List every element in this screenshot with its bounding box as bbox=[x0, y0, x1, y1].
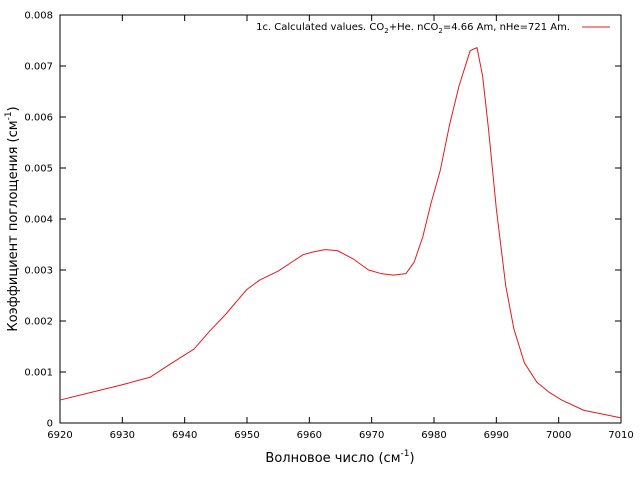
x-tick-label: 6970 bbox=[359, 430, 384, 441]
x-tick-label: 6940 bbox=[172, 430, 197, 441]
x-tick-label: 6990 bbox=[484, 430, 509, 441]
x-tick-label: 7000 bbox=[546, 430, 571, 441]
legend: 1c. Calculated values. CO2+He. nCO2=4.66… bbox=[256, 22, 610, 35]
series-line bbox=[59, 47, 622, 419]
y-tick-label: 0.006 bbox=[24, 113, 53, 124]
y-tick-label: 0.007 bbox=[24, 62, 53, 73]
y-tick-label: 0.005 bbox=[24, 164, 53, 175]
x-tick-label: 6980 bbox=[421, 430, 446, 441]
x-tick-label: 6960 bbox=[297, 430, 322, 441]
x-tick-label: 7010 bbox=[608, 430, 633, 441]
x-tick-label: 6920 bbox=[47, 430, 72, 441]
tick-labels: 6920 6930 6940 6950 6960 6970 6980 6990 7000 7010… bbox=[24, 11, 633, 442]
series-group bbox=[59, 47, 622, 419]
y-axis-label: Коэффициент поглощения (см-1) bbox=[4, 106, 21, 331]
y-tick-label: 0.002 bbox=[24, 317, 53, 328]
x-tick-label: 6950 bbox=[234, 430, 259, 441]
legend-label: 1c. Calculated values. CO2+He. nCO2=4.66… bbox=[256, 22, 570, 35]
x-axis-label: Волновое число (см-1) bbox=[265, 449, 414, 466]
y-tick-label: 0.004 bbox=[24, 215, 53, 226]
y-tick-label: 0.001 bbox=[24, 368, 53, 379]
plot-frame bbox=[59, 14, 622, 424]
axis-ticks bbox=[59, 14, 622, 424]
y-tick-label: 0.008 bbox=[24, 11, 53, 22]
y-tick-label: 0 bbox=[47, 419, 53, 430]
y-tick-label: 0.003 bbox=[24, 266, 53, 277]
x-tick-label: 6930 bbox=[110, 430, 135, 441]
